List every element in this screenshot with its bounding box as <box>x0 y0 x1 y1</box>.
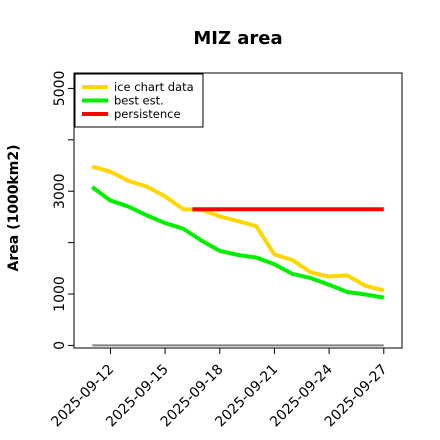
y-tick-label: 1000 <box>52 276 68 312</box>
y-tick-label: 0 <box>52 341 68 350</box>
legend-label: persistence <box>114 107 181 121</box>
series-line-best-est <box>91 185 385 300</box>
plot-frame <box>73 72 403 349</box>
y-tick-label: 5000 <box>52 71 68 107</box>
x-axis: 2025-09-122025-09-152025-09-182025-09-21… <box>48 348 391 430</box>
legend-label: best est. <box>114 94 164 108</box>
legend-label: ice chart data <box>114 80 194 94</box>
y-axis: 0 1000 3000 5000 <box>52 71 74 350</box>
series-line-ice-chart-data <box>91 164 385 293</box>
y-tick-label: 3000 <box>52 173 68 209</box>
y-axis-label: Area (1000km2) <box>6 145 22 272</box>
chart-title: MIZ area <box>193 28 282 49</box>
series-layer <box>91 164 385 347</box>
